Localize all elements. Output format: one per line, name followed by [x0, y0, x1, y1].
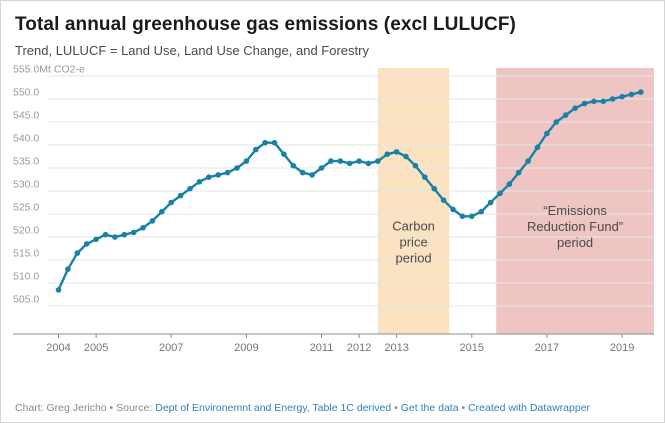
emissions-line-chart: 505.0 510.0 515.0 520.0 525.0 530.0 535.0 540.0… — [13, 64, 654, 354]
svg-text:525.0: 525.0 — [13, 202, 39, 214]
svg-text:2017: 2017 — [535, 342, 559, 354]
chart-header: Total annual greenhouse gas emissions (e… — [1, 1, 664, 58]
svg-text:515.0: 515.0 — [13, 248, 39, 260]
svg-text:530.0: 530.0 — [13, 179, 39, 191]
data-point-markers — [55, 89, 644, 293]
y-axis-labels: 505.0 510.0 515.0 520.0 525.0 530.0 535.0 540.0… — [13, 64, 85, 306]
svg-text:Reduction Fund”: Reduction Fund” — [527, 219, 623, 234]
svg-text:550.0: 550.0 — [13, 87, 39, 99]
get-the-data-link[interactable]: Get the data — [400, 402, 459, 414]
chart-subtitle: Trend, LULUCF = Land Use, Land Use Chang… — [15, 43, 369, 58]
source-link[interactable]: Dept of Environemnt and Energy, Table 1C… — [155, 402, 392, 414]
chart-footer: Chart: Greg Jericho • Source: Dept of En… — [1, 402, 664, 414]
svg-text:535.0: 535.0 — [13, 156, 39, 168]
svg-text:period: period — [396, 250, 432, 265]
svg-text:Carbon: Carbon — [392, 218, 435, 233]
footer-credit-text: Chart: Greg Jericho • Source: — [15, 402, 156, 414]
svg-text:period: period — [557, 235, 593, 250]
footer-separator-1: • — [391, 402, 401, 414]
period-bands — [377, 68, 654, 334]
chart-title: Total annual greenhouse gas emissions (e… — [15, 14, 516, 35]
svg-text:510.0: 510.0 — [13, 271, 39, 283]
band-rect — [496, 68, 654, 334]
svg-text:520.0: 520.0 — [13, 225, 39, 237]
svg-text:2012: 2012 — [347, 342, 371, 354]
svg-text:2004: 2004 — [46, 342, 70, 354]
svg-text:540.0: 540.0 — [13, 133, 39, 145]
y-gridlines — [47, 75, 654, 307]
svg-text:2011: 2011 — [310, 342, 334, 354]
created-with-datawrapper-link[interactable]: Created with Datawrapper — [468, 402, 591, 414]
band-rect — [377, 68, 450, 334]
svg-text:545.0: 545.0 — [13, 110, 39, 122]
svg-text:2013: 2013 — [384, 342, 408, 354]
svg-text:2005: 2005 — [84, 342, 108, 354]
chart-area: 505.0 510.0 515.0 520.0 525.0 530.0 535.0 540.0… — [1, 62, 664, 369]
svg-text:2009: 2009 — [234, 342, 258, 354]
x-axis-labels: 2004 2005 2007 2009 2011 2012 2013 2015 2017 2019 — [46, 342, 634, 354]
svg-text:505.0: 505.0 — [13, 294, 39, 306]
svg-text:“Emissions: “Emissions — [543, 203, 607, 218]
svg-text:2019: 2019 — [610, 342, 634, 354]
svg-text:2007: 2007 — [159, 342, 183, 354]
footer-separator-2: • — [458, 402, 469, 414]
x-axis — [13, 333, 654, 338]
svg-text:555.0Mt CO2-e: 555.0Mt CO2-e — [13, 64, 85, 76]
svg-text:2015: 2015 — [460, 342, 484, 354]
svg-text:price: price — [400, 234, 428, 249]
